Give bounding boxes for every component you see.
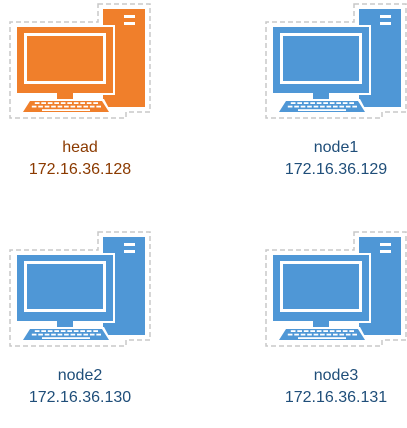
node-name: node3 [313,367,359,384]
desktop-computer-icon [265,3,407,119]
node-card-head[interactable]: head 172.16.36.128 [0,0,160,200]
node-name: node1 [313,139,359,156]
desktop-computer-icon [265,231,407,347]
desktop-computer-icon [9,231,151,347]
node-ip: 172.16.36.128 [28,161,132,178]
node-ip: 172.16.36.131 [284,389,388,406]
desktop-computer-icon [9,3,151,119]
node-ip: 172.16.36.129 [284,161,388,178]
node-name: head [62,139,98,156]
node-card-node1[interactable]: node1 172.16.36.129 [256,0,407,200]
node-ip: 172.16.36.130 [28,389,132,406]
node-name: node2 [57,367,103,384]
node-card-node3[interactable]: node3 172.16.36.131 [256,228,407,428]
node-card-node2[interactable]: node2 172.16.36.130 [0,228,160,428]
